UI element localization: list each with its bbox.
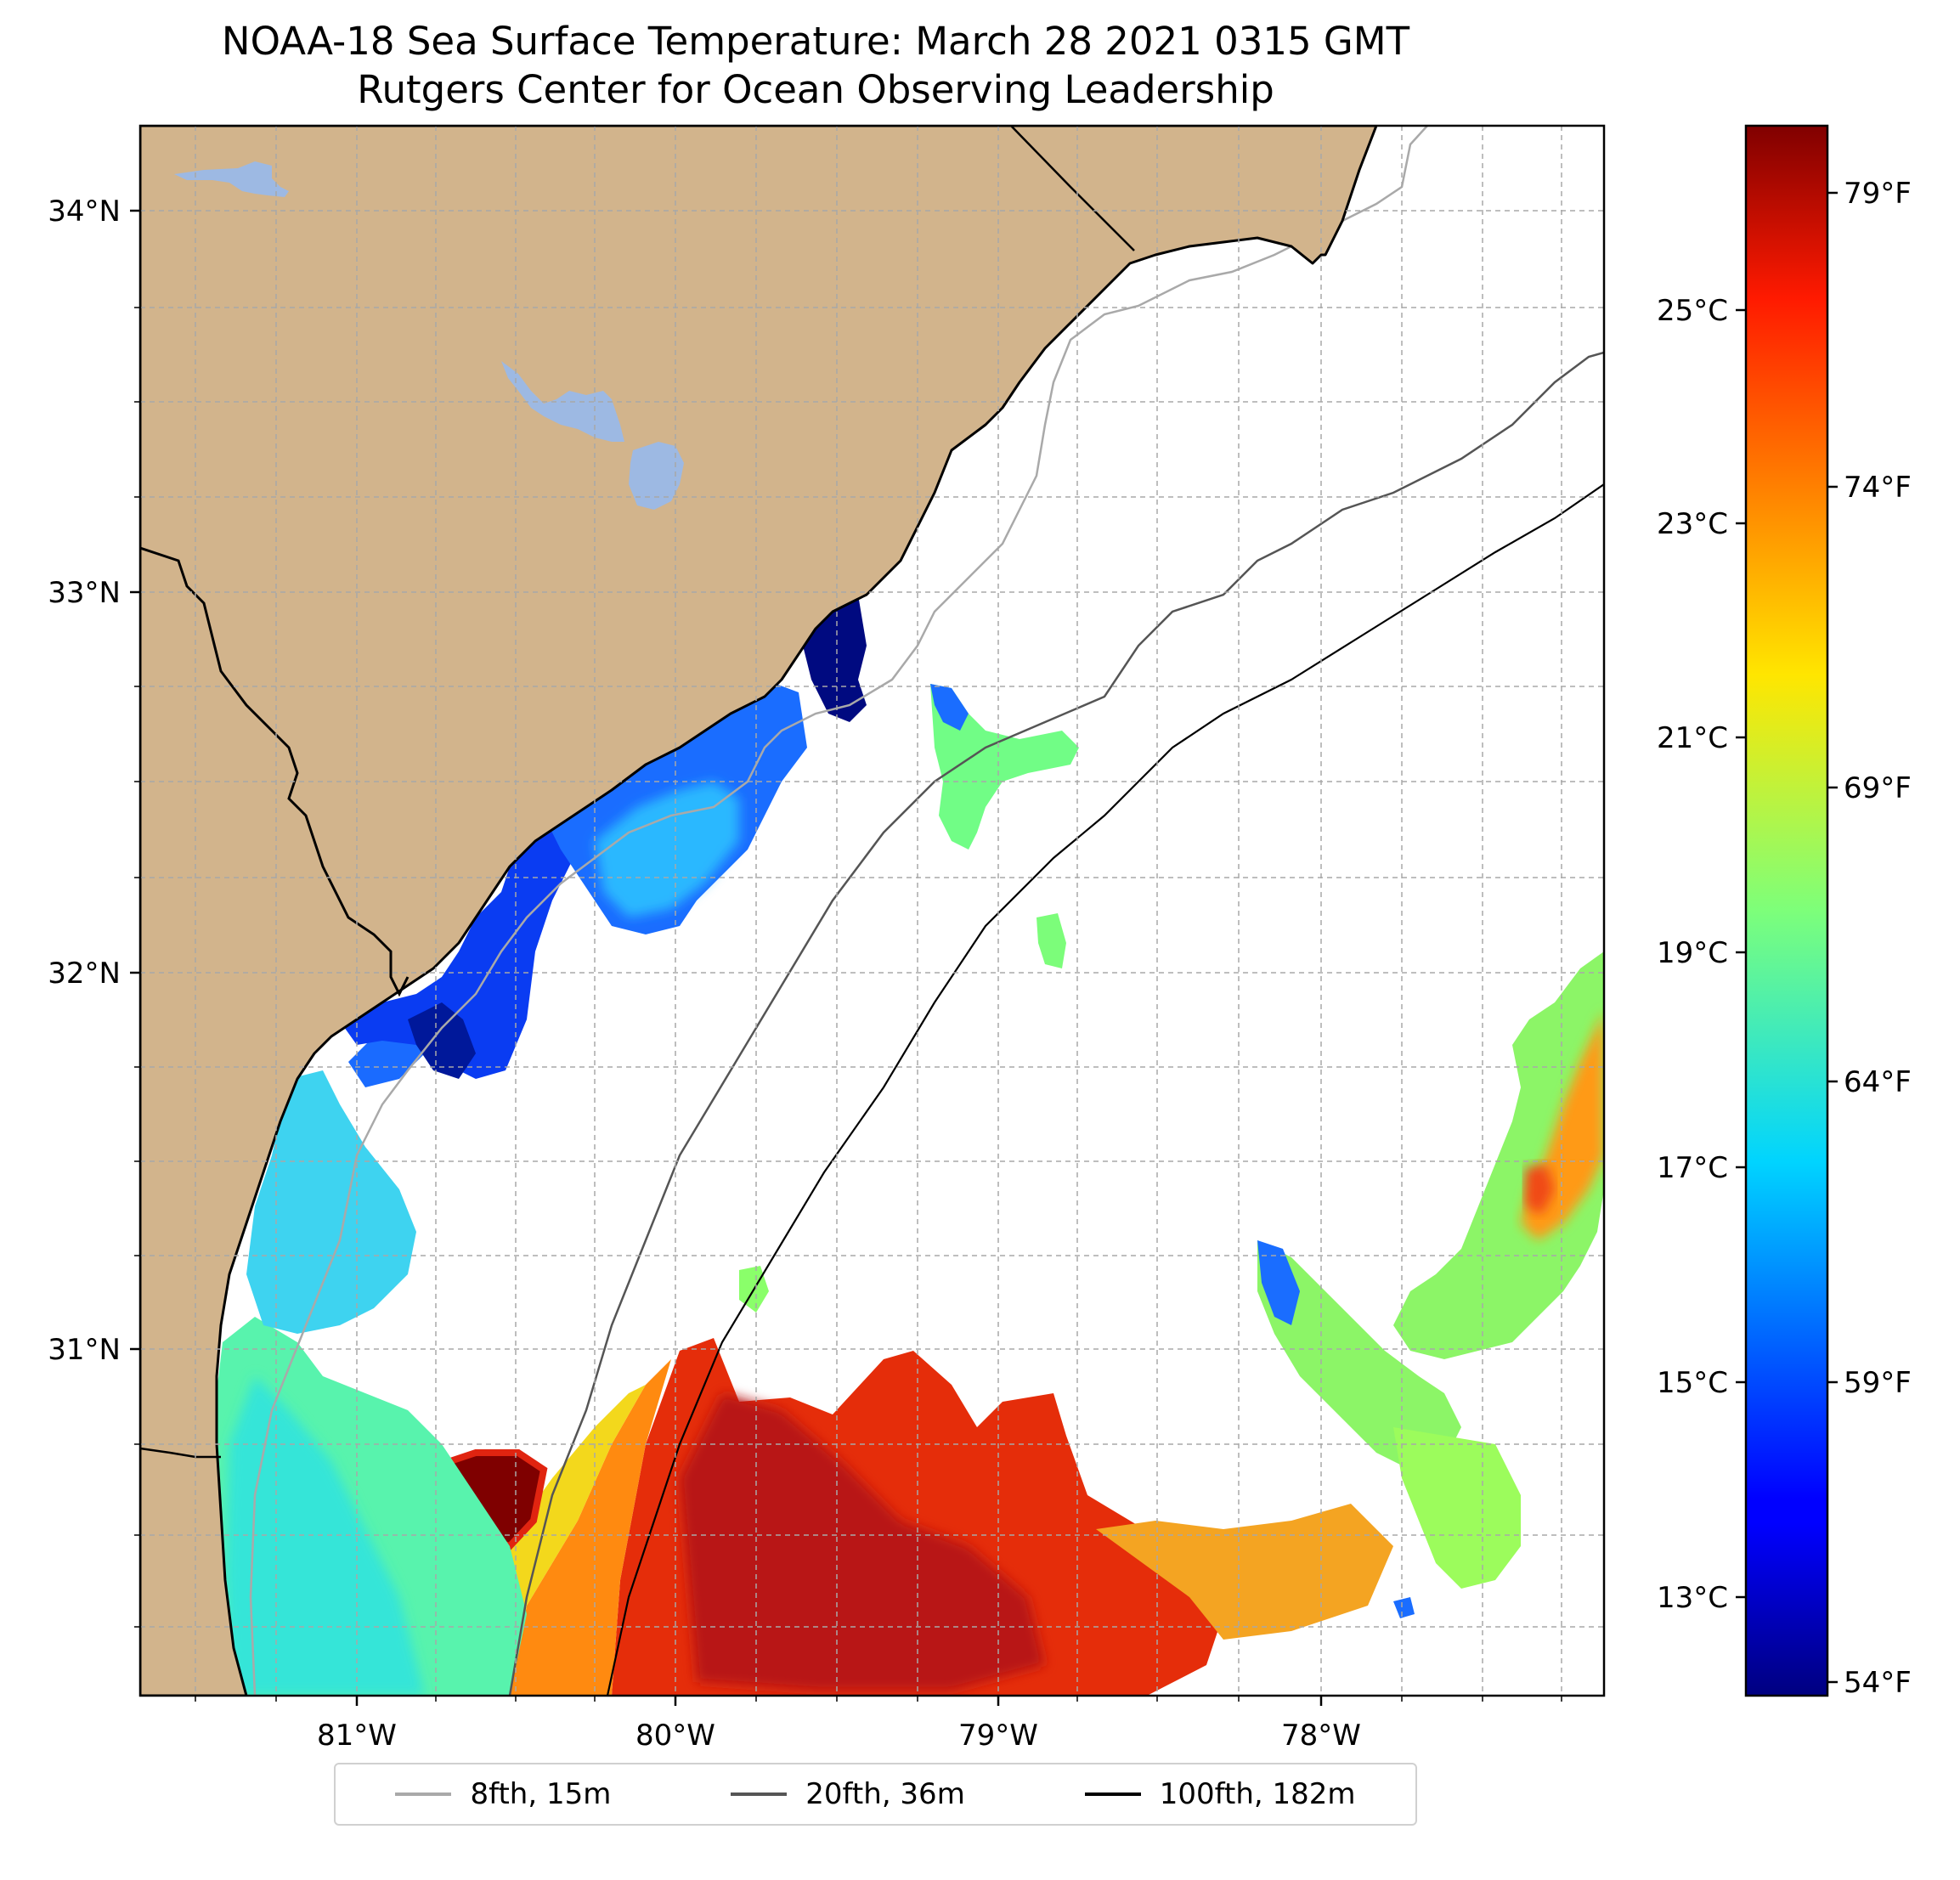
map-title: NOAA-18 Sea Surface Temperature: March 2… xyxy=(221,19,1410,64)
gridlines xyxy=(140,126,1604,1696)
y-tick-label: 32°N xyxy=(48,957,121,991)
y-tick-label: 33°N xyxy=(48,576,121,610)
legend-label: 8fth, 15m xyxy=(470,1777,612,1811)
sst-southwest-cyan xyxy=(225,1376,425,1696)
isobath-legend: 8fth, 15m 20fth, 36m 100fth, 182m xyxy=(334,1763,1417,1826)
isobath-8fth xyxy=(249,126,1428,1696)
legend-label: 20fth, 36m xyxy=(805,1777,965,1811)
colorbar-celsius-ticks xyxy=(1736,308,1746,1599)
isobath-100fth xyxy=(606,483,1604,1696)
sst-east-south-green xyxy=(1257,1240,1461,1470)
sst-mid-shelf-patch xyxy=(930,684,1079,850)
colorbar-fahrenheit-ticks xyxy=(1827,191,1838,1684)
colorbar-c-label: 17°C xyxy=(1657,1151,1728,1185)
state-border-ga-fl xyxy=(140,1447,221,1459)
x-tick-label: 79°W xyxy=(958,1719,1038,1753)
colorbar-f-label: 74°F xyxy=(1844,471,1912,505)
legend-label: 100fth, 182m xyxy=(1159,1777,1356,1811)
x-tick-label: 78°W xyxy=(1281,1719,1361,1753)
colorbar-c-label: 13°C xyxy=(1657,1581,1728,1615)
legend-entry-8fth: 8fth, 15m xyxy=(395,1777,611,1811)
y-tick-label: 31°N xyxy=(48,1333,121,1367)
lake-north xyxy=(174,161,289,197)
state-border-sc-ga xyxy=(140,546,410,997)
sst-navy-patch xyxy=(408,1002,476,1079)
sst-cyan-core xyxy=(595,782,739,917)
axis-ticks xyxy=(130,209,1323,1706)
colorbar-gradient xyxy=(1746,126,1827,1696)
map-subtitle: Rutgers Center for Ocean Observing Leade… xyxy=(357,67,1274,112)
sst-small-patch-1 xyxy=(1036,913,1066,968)
colorbar-f-label: 59°F xyxy=(1844,1366,1912,1400)
legend-line-swatch xyxy=(1084,1792,1141,1796)
y-tick-label: 34°N xyxy=(48,195,121,229)
legend-entry-20fth: 20fth, 36m xyxy=(731,1777,965,1811)
sst-dark-red-core xyxy=(680,1393,1045,1691)
sst-east-region xyxy=(1393,951,1604,1359)
sst-coastal-band xyxy=(246,1070,416,1334)
sst-southeast-blue-dot xyxy=(1393,1597,1415,1618)
colorbar-f-label: 64°F xyxy=(1844,1065,1912,1099)
colorbar-frame xyxy=(1744,124,1829,1697)
legend-line-swatch xyxy=(395,1792,452,1796)
axis-minor-ticks xyxy=(134,307,1562,1702)
sst-mid-shelf-blue xyxy=(930,684,969,731)
isobaths xyxy=(249,126,1604,1696)
sst-east-blue xyxy=(1257,1240,1300,1325)
sst-east-red xyxy=(1525,1164,1555,1215)
colorbar-f-label: 69°F xyxy=(1844,771,1912,805)
x-tick-label: 80°W xyxy=(635,1719,715,1753)
sst-orange-transition xyxy=(510,1359,671,1696)
map-frame xyxy=(138,124,1606,1697)
colorbar: 79°F 74°F 69°F 64°F 59°F 54°F 25°C 23°C … xyxy=(1657,124,1912,1700)
colorbar-c-label: 21°C xyxy=(1657,721,1728,755)
colorbar-c-label: 23°C xyxy=(1657,507,1728,541)
colorbar-c-label: 25°C xyxy=(1657,294,1728,328)
sst-orange-east xyxy=(1096,1504,1393,1640)
legend-line-swatch xyxy=(731,1792,788,1796)
colorbar-f-label: 79°F xyxy=(1844,177,1912,211)
sst-east-south-patch xyxy=(1393,1427,1521,1589)
legend-entry-100fth: 100fth, 182m xyxy=(1084,1777,1356,1811)
lake-moultrie xyxy=(629,442,684,510)
colorbar-f-label: 54°F xyxy=(1844,1666,1912,1700)
colorbar-c-label: 19°C xyxy=(1657,936,1728,970)
isobath-20fth xyxy=(508,351,1604,1696)
colorbar-c-label: 15°C xyxy=(1657,1366,1728,1400)
state-border-nc-sc xyxy=(1010,126,1135,251)
x-tick-label: 81°W xyxy=(317,1719,397,1753)
land-mass xyxy=(140,126,1378,1696)
sst-blue-patch-32n xyxy=(336,782,603,1079)
map-panel xyxy=(140,126,1604,1696)
